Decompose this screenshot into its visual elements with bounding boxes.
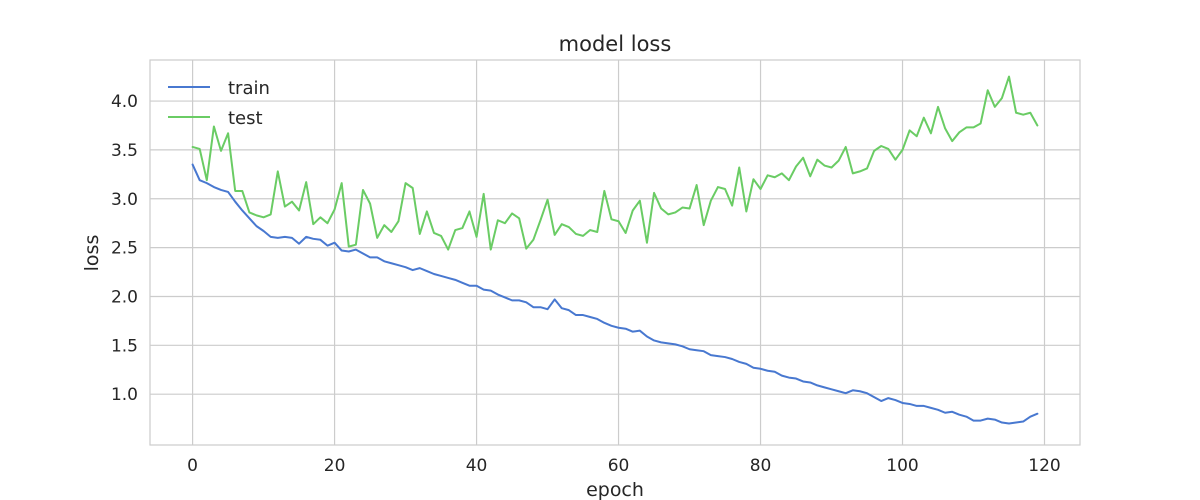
x-tick-label: 60 xyxy=(608,456,630,476)
y-tick-label: 4.0 xyxy=(111,92,138,112)
series-line-train xyxy=(191,163,1039,425)
y-tick-label: 1.0 xyxy=(111,385,138,405)
tick-labels: 0 20 40 60 80 100 120 1.0 1.5 2.0 2.5 3.0 3.5 4.0 xyxy=(111,92,1061,476)
y-tick-label: 3.5 xyxy=(111,141,138,161)
legend: train test xyxy=(168,78,270,129)
x-tick-label: 120 xyxy=(1028,456,1060,476)
legend-label-test: test xyxy=(228,108,263,129)
y-tick-label: 2.5 xyxy=(111,239,138,259)
chart-title: model loss xyxy=(559,32,672,56)
y-tick-label: 1.5 xyxy=(111,336,138,356)
x-axis-label: epoch xyxy=(586,479,644,500)
x-tick-label: 20 xyxy=(324,456,346,476)
x-tick-label: 0 xyxy=(187,456,198,476)
y-tick-label: 2.0 xyxy=(111,287,138,307)
x-tick-label: 40 xyxy=(466,456,488,476)
legend-label-train: train xyxy=(228,78,270,99)
series-line-test xyxy=(191,75,1039,251)
plot-area xyxy=(149,59,1081,446)
x-tick-label: 100 xyxy=(886,456,918,476)
y-axis-label: loss xyxy=(81,235,103,272)
series xyxy=(191,75,1039,425)
x-tick-label: 80 xyxy=(750,456,772,476)
grid xyxy=(150,60,1080,445)
y-tick-label: 3.0 xyxy=(111,190,138,210)
